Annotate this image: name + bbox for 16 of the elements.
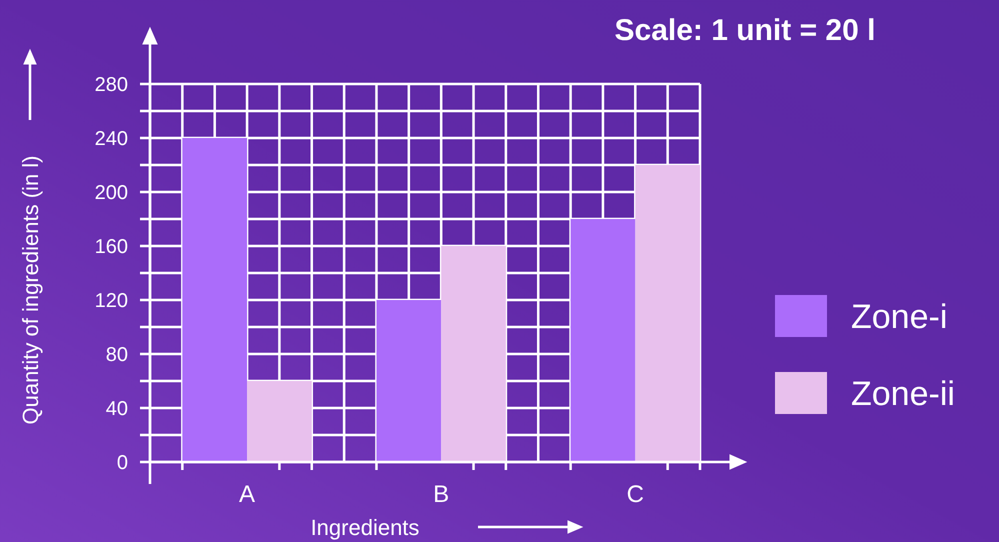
y-tick-label: 280 <box>94 74 128 96</box>
x-tick-label: B <box>433 481 450 508</box>
y-axis-title: Quantity of ingredients (in l) <box>18 155 43 425</box>
y-tick-label: 200 <box>94 182 128 204</box>
y-tick-label: 240 <box>94 128 128 150</box>
y-tick-label: 120 <box>94 290 128 312</box>
legend-label: Zone-ii <box>851 374 955 413</box>
y-tick-label: 40 <box>106 398 128 420</box>
legend-label: Zone-i <box>851 298 948 336</box>
y-tick-label: 80 <box>106 344 128 366</box>
x-tick-label: A <box>239 481 256 508</box>
y-tick-label: 0 <box>116 452 128 474</box>
x-axis-title: Ingredients <box>310 515 420 540</box>
x-tick-label: C <box>626 481 644 508</box>
chart-title: Scale: 1 unit = 20 l <box>614 14 876 47</box>
y-tick-label: 160 <box>94 236 128 258</box>
